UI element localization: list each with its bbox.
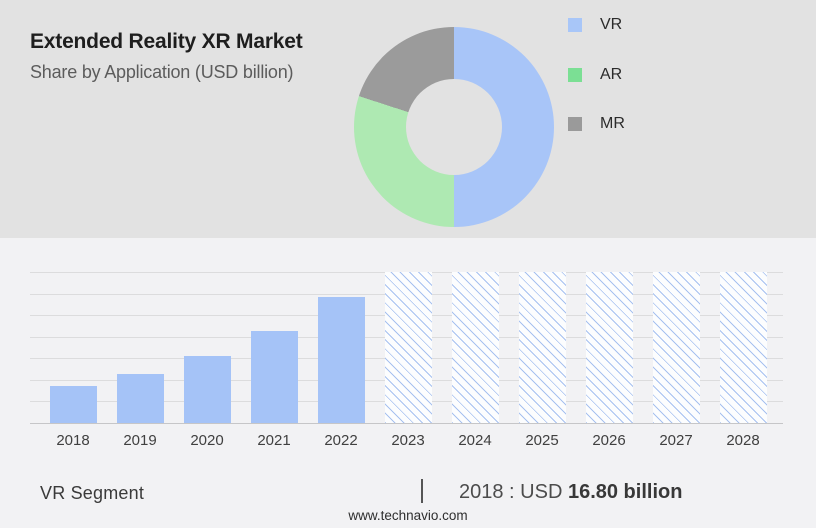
page-subtitle: Share by Application (USD billion)	[30, 62, 294, 82]
market-value: 2018 : USD 16.80 billion	[459, 481, 682, 504]
legend-label-ar: AR	[600, 66, 623, 83]
forecast-bar-2024	[451, 272, 499, 423]
year-label-2020: 2020	[190, 432, 224, 449]
year-label-2022: 2022	[324, 432, 358, 449]
legend-label-mr: MR	[600, 115, 625, 132]
title-block: Extended Reality XR Market Share by Appl…	[30, 30, 303, 83]
year-label-2021: 2021	[257, 432, 291, 449]
legend-item-mr: MR	[568, 115, 625, 133]
x-axis-line	[30, 423, 783, 424]
forecast-bar-2023	[384, 272, 432, 423]
year-label-2023: 2023	[391, 432, 425, 449]
year-label-2027: 2027	[659, 432, 693, 449]
year-label-2024: 2024	[458, 432, 492, 449]
year-label-2025: 2025	[525, 432, 559, 449]
website-url: www.technavio.com	[348, 508, 468, 523]
bar-chart: 2018 2019 2020 2021 2022 2023 2024 2025 2026 2027…	[30, 238, 783, 528]
legend-item-ar: AR	[568, 66, 622, 84]
forecast-bar-2026	[585, 272, 633, 423]
bar-2021	[250, 330, 298, 423]
segment-label: VR Segment	[40, 483, 145, 503]
legend-swatch-mr	[568, 117, 582, 131]
bar-2019	[116, 373, 164, 423]
legend-swatch-vr	[568, 18, 582, 32]
bar-2022	[317, 296, 365, 423]
market-value-amount: 16.80 billion	[567, 481, 683, 503]
top-panel: Extended Reality XR Market Share by Appl…	[0, 0, 816, 238]
forecast-bar-2025	[518, 272, 566, 423]
market-value-prefix: 2018 : USD	[459, 481, 568, 503]
page-title: Extended Reality XR Market	[30, 30, 303, 53]
legend-item-vr: VR	[568, 16, 622, 34]
bottom-panel: 2018 2019 2020 2021 2022 2023 2024 2025 2026 2027…	[0, 238, 816, 528]
separator-bar	[421, 479, 423, 503]
forecast-bar-2027	[652, 272, 700, 423]
legend-swatch-ar	[568, 68, 582, 82]
year-label-2028: 2028	[726, 432, 760, 449]
donut-chart	[354, 27, 554, 227]
year-label-2019: 2019	[123, 432, 157, 449]
year-label-2026: 2026	[592, 432, 626, 449]
bar-2018	[49, 386, 97, 423]
bar-2020	[183, 356, 231, 423]
forecast-bar-2028	[719, 272, 767, 423]
year-label-2018: 2018	[56, 432, 90, 449]
legend-label-vr: VR	[600, 16, 623, 33]
donut-hole	[406, 79, 502, 175]
